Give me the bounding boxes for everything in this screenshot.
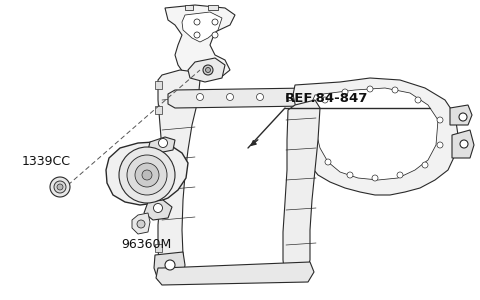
Circle shape (372, 175, 378, 181)
Circle shape (50, 177, 70, 197)
Circle shape (437, 142, 443, 148)
Circle shape (194, 32, 200, 38)
Polygon shape (155, 174, 162, 182)
Circle shape (165, 260, 175, 270)
Circle shape (137, 220, 145, 228)
Circle shape (205, 68, 211, 73)
Circle shape (422, 162, 428, 168)
Circle shape (203, 65, 213, 75)
Circle shape (397, 172, 403, 178)
Circle shape (158, 139, 168, 148)
Polygon shape (452, 130, 474, 158)
Polygon shape (165, 5, 235, 80)
Polygon shape (156, 262, 314, 285)
Circle shape (460, 140, 468, 148)
Circle shape (437, 117, 443, 123)
Circle shape (135, 163, 159, 187)
Circle shape (367, 86, 373, 92)
Polygon shape (155, 141, 162, 149)
Circle shape (347, 172, 353, 178)
Polygon shape (106, 142, 188, 205)
Circle shape (142, 170, 152, 180)
Circle shape (459, 113, 467, 121)
Circle shape (392, 87, 398, 93)
Polygon shape (168, 88, 320, 108)
Circle shape (256, 94, 264, 100)
Circle shape (322, 97, 328, 103)
Polygon shape (450, 105, 472, 125)
Polygon shape (312, 88, 438, 180)
Polygon shape (155, 106, 162, 114)
Polygon shape (188, 58, 225, 82)
Circle shape (287, 94, 293, 100)
Polygon shape (158, 70, 200, 272)
Polygon shape (293, 78, 458, 195)
Circle shape (194, 19, 200, 25)
Polygon shape (132, 213, 150, 234)
Polygon shape (185, 5, 193, 10)
Circle shape (119, 147, 175, 203)
Polygon shape (144, 200, 172, 220)
Polygon shape (155, 81, 162, 89)
Polygon shape (155, 206, 162, 214)
Polygon shape (154, 252, 185, 280)
Polygon shape (155, 244, 162, 252)
Circle shape (57, 184, 63, 190)
Circle shape (227, 94, 233, 100)
Text: 1339CC: 1339CC (22, 155, 71, 168)
Polygon shape (182, 12, 222, 42)
Circle shape (54, 181, 66, 193)
Circle shape (212, 32, 218, 38)
Circle shape (212, 19, 218, 25)
Polygon shape (208, 5, 218, 10)
Circle shape (342, 89, 348, 95)
Circle shape (415, 97, 421, 103)
Text: REF.84-847: REF.84-847 (285, 92, 368, 105)
Circle shape (127, 155, 167, 195)
Text: 96360M: 96360M (121, 238, 171, 251)
Polygon shape (148, 137, 175, 153)
Circle shape (196, 94, 204, 100)
Circle shape (154, 203, 163, 212)
Circle shape (325, 159, 331, 165)
Polygon shape (283, 100, 320, 280)
